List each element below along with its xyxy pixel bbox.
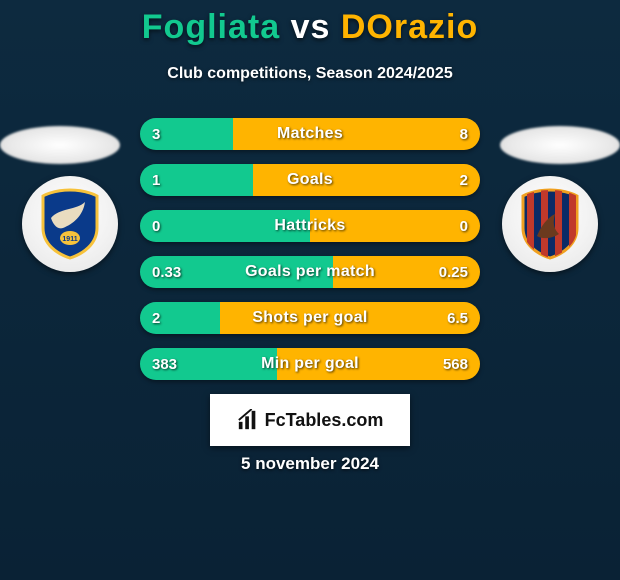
stat-value-right: 8: [448, 118, 480, 150]
stat-row: Min per goal383 568: [140, 348, 480, 380]
comparison-title: Fogliata vs DOrazio: [0, 0, 620, 47]
stat-label: Matches: [140, 118, 480, 150]
comparison-stage: 1911 Matches38Goals12Hattricks00Goals pe…: [0, 110, 620, 390]
stat-value-right: 6.5: [435, 302, 480, 334]
stat-row: Matches3 8: [140, 118, 480, 150]
svg-text:1911: 1911: [62, 236, 77, 243]
shield-right-icon: [519, 188, 581, 260]
stat-row: Goals1 2: [140, 164, 480, 196]
stat-value-right: 0: [448, 210, 480, 242]
subtitle: Club competitions, Season 2024/2025: [0, 65, 620, 83]
brand-badge: FcTables.com: [210, 394, 410, 446]
date-text: 5 november 2024: [0, 454, 620, 474]
stat-value-left: 0: [140, 210, 172, 242]
stat-value-right: 568: [431, 348, 480, 380]
stat-row: Shots per goal2 6.5: [140, 302, 480, 334]
stat-value-right: 0.25: [427, 256, 480, 288]
stat-value-left: 3: [140, 118, 172, 150]
stat-row: Hattricks0 0: [140, 210, 480, 242]
stat-label: Hattricks: [140, 210, 480, 242]
shadow-ellipse-left: [0, 126, 120, 164]
stat-label: Min per goal: [140, 348, 480, 380]
stat-label: Shots per goal: [140, 302, 480, 334]
shield-left-icon: 1911: [39, 188, 101, 260]
vs-text: vs: [291, 8, 331, 46]
stat-row: Goals per match0.330.25: [140, 256, 480, 288]
brand-logo-icon: [237, 409, 259, 431]
stat-value-left: 2: [140, 302, 172, 334]
club-crest-left: 1911: [22, 176, 118, 272]
brand-text: FcTables.com: [265, 410, 384, 431]
stat-value-right: 2: [448, 164, 480, 196]
stat-value-left: 1: [140, 164, 172, 196]
player1-name: Fogliata: [142, 8, 280, 46]
club-crest-right: [502, 176, 598, 272]
stat-label: Goals: [140, 164, 480, 196]
player2-name: DOrazio: [341, 8, 478, 46]
stat-value-left: 0.33: [140, 256, 193, 288]
stat-bars: Matches38Goals12Hattricks00Goals per mat…: [140, 118, 480, 394]
stat-value-left: 383: [140, 348, 189, 380]
shadow-ellipse-right: [500, 126, 620, 164]
